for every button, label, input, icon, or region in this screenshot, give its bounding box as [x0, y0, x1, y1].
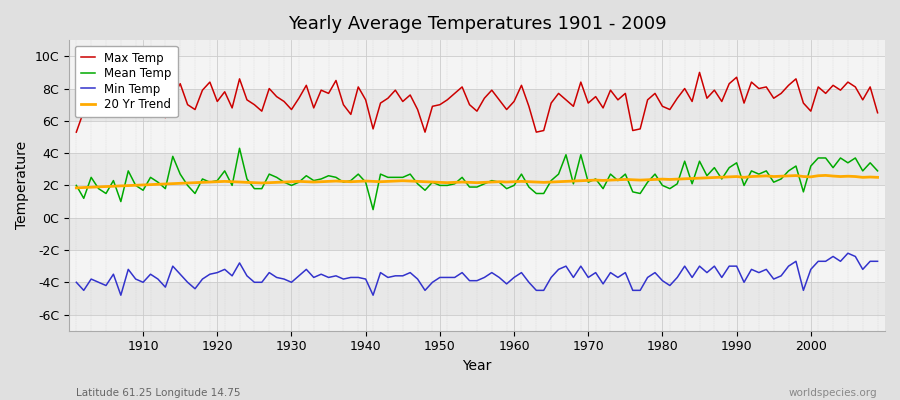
Mean Temp [613, 178, 624, 183]
Min Temp [138, 280, 148, 285]
Bar [69, 56, 885, 88]
Mean Temp [346, 178, 356, 183]
Mean Temp [872, 168, 883, 173]
Title: Yearly Average Temperatures 1901 - 2009: Yearly Average Temperatures 1901 - 2009 [288, 15, 666, 33]
Bar [69, 186, 885, 218]
Text: Latitude 61.25 Longitude 14.75: Latitude 61.25 Longitude 14.75 [76, 388, 241, 398]
Line: 20 Yr Trend: 20 Yr Trend [76, 176, 878, 188]
Min Temp [71, 280, 82, 285]
20 Yr Trend [501, 180, 512, 184]
20 Yr Trend [293, 179, 304, 184]
Legend: Max Temp, Mean Temp, Min Temp, 20 Yr Trend: Max Temp, Mean Temp, Min Temp, 20 Yr Tre… [75, 46, 177, 117]
Line: Mean Temp: Mean Temp [76, 148, 878, 210]
Min Temp [605, 270, 616, 275]
20 Yr Trend [820, 173, 831, 178]
Line: Max Temp: Max Temp [76, 72, 878, 132]
Mean Temp [516, 172, 526, 176]
20 Yr Trend [872, 175, 883, 180]
Mean Temp [301, 173, 311, 178]
Bar [69, 282, 885, 314]
Mean Temp [71, 183, 82, 188]
Mean Temp [130, 183, 141, 188]
Bar [69, 218, 885, 250]
Bar [69, 153, 885, 186]
Bar [69, 250, 885, 282]
20 Yr Trend [598, 178, 608, 183]
20 Yr Trend [338, 179, 349, 184]
Min Temp [115, 293, 126, 298]
Min Temp [516, 270, 526, 275]
Min Temp [508, 275, 519, 280]
Min Temp [301, 267, 311, 272]
X-axis label: Year: Year [463, 359, 491, 373]
20 Yr Trend [508, 179, 519, 184]
Line: Min Temp: Min Temp [76, 253, 878, 295]
Mean Temp [234, 146, 245, 151]
Max Temp [501, 107, 512, 112]
Text: worldspecies.org: worldspecies.org [789, 388, 877, 398]
Min Temp [842, 251, 853, 256]
20 Yr Trend [130, 183, 141, 188]
Min Temp [346, 275, 356, 280]
Mean Temp [524, 185, 535, 190]
Min Temp [872, 259, 883, 264]
Bar [69, 88, 885, 121]
Max Temp [130, 107, 141, 112]
Max Temp [71, 130, 82, 134]
Max Temp [293, 96, 304, 101]
Max Temp [338, 102, 349, 107]
Y-axis label: Temperature: Temperature [15, 141, 29, 230]
Max Temp [694, 70, 705, 75]
Mean Temp [368, 207, 379, 212]
Bar [69, 121, 885, 153]
Max Temp [508, 99, 519, 104]
Max Temp [598, 106, 608, 110]
20 Yr Trend [71, 186, 82, 190]
Max Temp [872, 110, 883, 115]
